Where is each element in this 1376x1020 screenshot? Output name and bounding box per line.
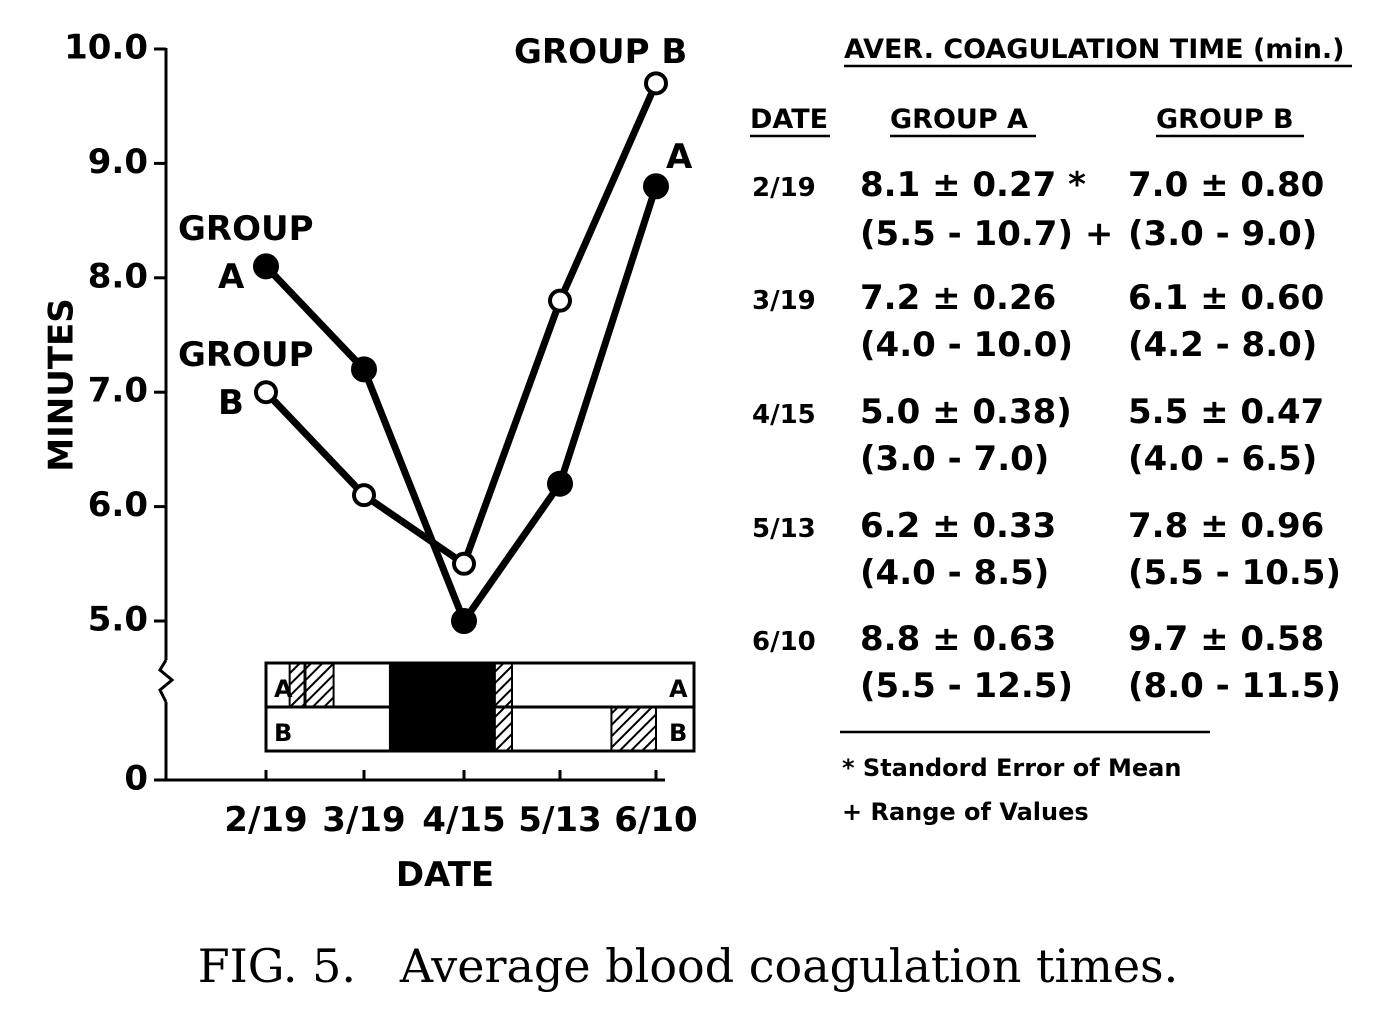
table-cell-b-mean: 9.7 ± 0.58	[1128, 619, 1324, 659]
schedule-row-a-label: A	[274, 675, 293, 703]
table-cell-b-mean: 7.0 ± 0.80	[1128, 165, 1324, 205]
table-cell-date: 2/19	[752, 173, 816, 203]
group-b-point	[452, 551, 476, 576]
table-cell-a-mean: 6.2 ± 0.33	[860, 506, 1056, 546]
table-header-group-a: GROUP A	[890, 104, 1028, 135]
y-tick-label: 8.0	[88, 256, 148, 296]
footnote-standard-error: * Standord Error of Mean	[842, 754, 1181, 782]
table-cell-a-range: (4.0 - 8.5)	[860, 553, 1049, 593]
group-a-point	[643, 173, 669, 200]
x-tick-label: 4/15	[422, 800, 505, 840]
table-cell-b-mean: 5.5 ± 0.47	[1128, 392, 1324, 432]
y-axis-label: MINUTES	[42, 298, 82, 471]
table-row: 2/19 8.1 ± 0.27 * (5.5 - 10.7) + 7.0 ± 0…	[752, 165, 1324, 254]
y-tick-label: 0	[124, 759, 148, 799]
table-cell-b-range: (8.0 - 11.5)	[1128, 666, 1341, 706]
y-tick-label: 10.0	[64, 28, 148, 68]
table-cell-b-range: (4.0 - 6.5)	[1128, 439, 1317, 479]
y-tick-label: 5.0	[88, 600, 148, 640]
group-b-point	[644, 71, 668, 96]
y-tick-label: 9.0	[88, 142, 148, 182]
group-b-end-label: GROUP B	[514, 32, 687, 72]
group-a-point	[547, 470, 573, 497]
table-header-date: DATE	[750, 104, 828, 135]
schedule-segment-hatched	[288, 662, 335, 708]
group-a-start-label-line2: A	[218, 257, 245, 297]
table-cell-a-mean: 5.0 ± 0.38)	[860, 392, 1072, 432]
group-b-start-label-line2: B	[218, 383, 244, 423]
x-axis-label: DATE	[396, 855, 494, 895]
x-tick-label: 2/19	[224, 800, 307, 840]
group-b-point	[548, 288, 572, 313]
table-cell-b-mean: 7.8 ± 0.96	[1128, 506, 1324, 546]
table-cell-b-range: (5.5 - 10.5)	[1128, 553, 1341, 593]
group-a-point	[253, 253, 279, 280]
x-tick-label: 3/19	[322, 800, 405, 840]
table-cell-date: 3/19	[752, 286, 816, 316]
table-cell-a-range: (3.0 - 7.0)	[860, 439, 1049, 479]
table-cell-date: 6/10	[752, 627, 816, 657]
table-row: 3/19 7.2 ± 0.26 (4.0 - 10.0) 6.1 ± 0.60 …	[752, 278, 1324, 365]
table-cell-a-range: (4.0 - 10.0)	[860, 325, 1073, 365]
table-row: 4/15 5.0 ± 0.38) (3.0 - 7.0) 5.5 ± 0.47 …	[752, 392, 1324, 479]
table-cell-a-mean: 8.1 ± 0.27 *	[860, 165, 1086, 205]
chart: 10.0 9.0 8.0 7.0 6.0 5.0 0 2/19 3/19 4/15 5/13 6/1…	[42, 28, 698, 896]
y-ticks: 10.0 9.0 8.0 7.0 6.0 5.0 0	[64, 28, 166, 799]
table-cell-date: 5/13	[752, 514, 816, 544]
table-cell-b-range: (4.2 - 8.0)	[1128, 325, 1317, 365]
footnote-range: + Range of Values	[842, 798, 1089, 826]
table-cell-a-mean: 7.2 ± 0.26	[860, 278, 1056, 318]
group-a-point	[351, 356, 377, 383]
table-cell-b-range: (3.0 - 9.0)	[1128, 214, 1317, 254]
y-axis	[158, 48, 175, 780]
group-a-point	[451, 608, 477, 634]
table-cell-date: 4/15	[752, 400, 816, 430]
x-tick-label: 5/13	[518, 800, 601, 840]
series-lines	[263, 81, 660, 629]
schedule-row-b-label: B	[274, 719, 292, 747]
schedule-segment-hatched	[610, 706, 658, 752]
group-b-start-label-line1: GROUP	[178, 335, 314, 375]
x-ticks: 2/19 3/19 4/15 5/13 6/10	[224, 770, 698, 840]
y-tick-label: 7.0	[88, 371, 148, 411]
schedule-bar: A A B B	[264, 661, 696, 753]
group-a-start-label-line1: GROUP	[178, 209, 314, 249]
group-b-point	[254, 380, 278, 405]
series-markers	[253, 71, 669, 634]
data-table: AVER. COAGULATION TIME (min.) DATE GROUP…	[750, 34, 1352, 826]
schedule-row-a-end-label: A	[669, 675, 688, 703]
table-row: 5/13 6.2 ± 0.33 (4.0 - 8.5) 7.8 ± 0.96 (…	[752, 506, 1341, 593]
table-cell-a-mean: 8.8 ± 0.63	[860, 619, 1056, 659]
group-b-point	[352, 483, 376, 508]
table-cell-a-range: (5.5 - 12.5)	[860, 666, 1073, 706]
table-cell-a-range: (5.5 - 10.7) +	[860, 214, 1113, 254]
table-row: 6/10 8.8 ± 0.63 (5.5 - 12.5) 9.7 ± 0.58 …	[752, 619, 1341, 706]
table-header-group-b: GROUP B	[1156, 104, 1294, 135]
table-title: AVER. COAGULATION TIME (min.)	[844, 34, 1345, 65]
y-tick-label: 6.0	[88, 485, 148, 525]
figure-caption: FIG. 5. Average blood coagulation times.	[198, 939, 1179, 993]
table-cell-b-mean: 6.1 ± 0.60	[1128, 278, 1324, 318]
group-a-end-label: A	[666, 137, 693, 177]
x-tick-label: 6/10	[614, 800, 697, 840]
schedule-row-b-end-label: B	[669, 719, 687, 747]
